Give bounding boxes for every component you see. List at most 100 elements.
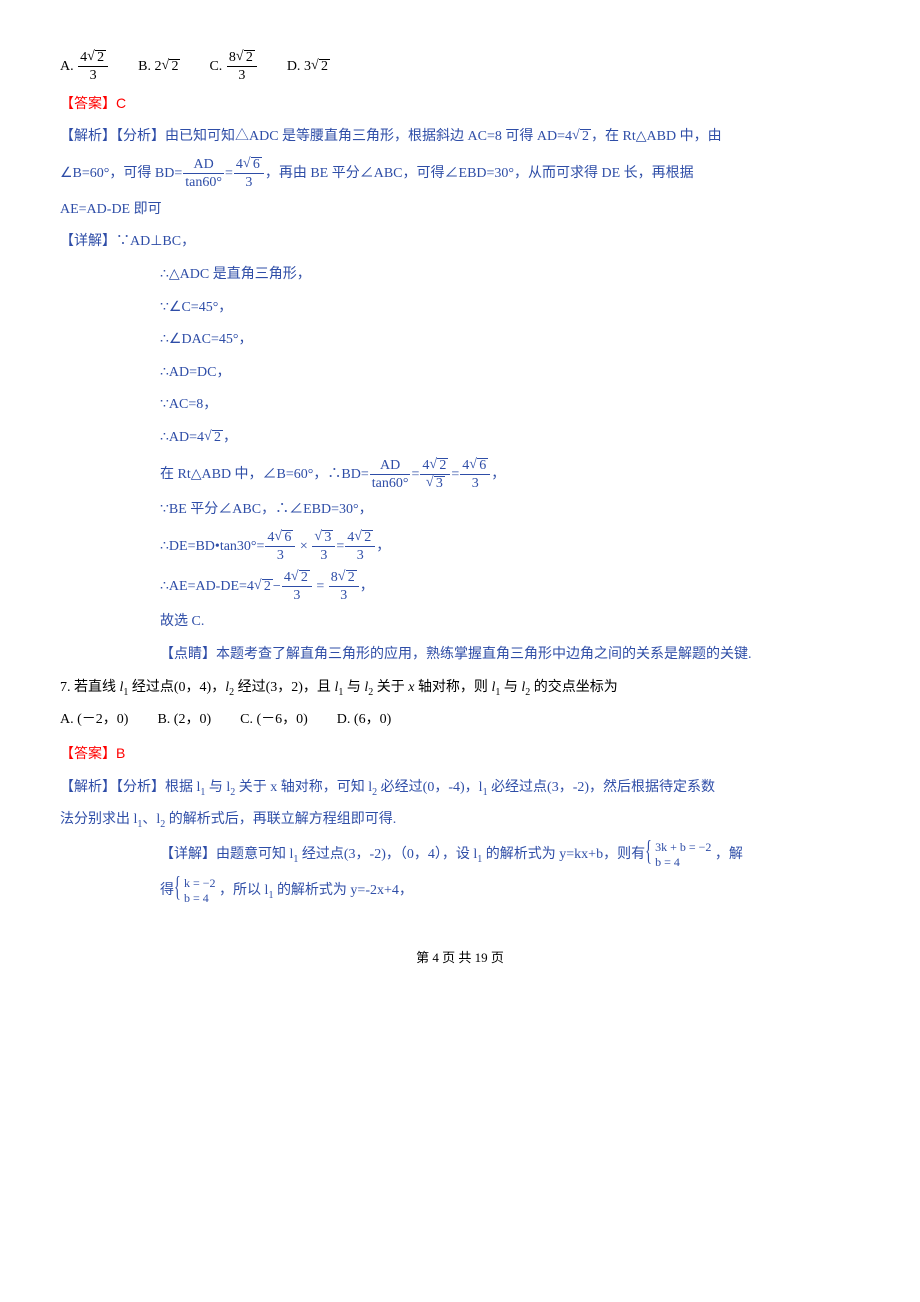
text: 在 Rt△ABD 中，∠B=60°，∴BD= [160,467,369,482]
q7-answer: 【答案】B [60,740,860,769]
text: = [411,467,419,482]
opt-d-value: 32 [304,59,330,74]
q7-stem: 7. 若直线 l1 经过点(0，4)，l2 经过(3，2)，且 l1 与 l2 … [60,675,860,702]
q6-answer: 【答案】C [60,90,860,119]
text: tan60° [370,475,411,491]
text: 2 [319,59,330,74]
answer-label: 【答案】 [60,97,116,112]
text: 6 [477,458,488,473]
text: 故选 C. [160,614,204,629]
text: ∵AC=8， [160,397,217,412]
text: 2 [154,59,161,74]
q6-detail-l3: ∵∠C=45°， [60,295,860,322]
text: 关于 x 轴对称，可知 l [235,780,372,795]
text: 2 [244,50,255,65]
text: 与 [500,680,521,695]
text: 8 [331,570,338,585]
text: 3 [282,587,312,603]
text: ，解 [715,847,743,862]
text: 6 [282,530,293,545]
text: 3 [345,547,375,563]
text: 3 [460,475,490,491]
opt-b-value: 22 [154,59,180,74]
text: ∴DE=BD•tan30°= [160,539,264,554]
text: ， [376,539,390,554]
text: 关于 [373,680,408,695]
text: 与 l [205,780,230,795]
text: 3 [78,67,108,83]
text: 必经过点(3，-2)，然后根据待定系数 [488,780,716,795]
text: 经过(3，2)，且 [234,680,334,695]
answer-value: C [116,95,126,111]
opt-a-label: A. [60,712,74,727]
text: ∵∠C=45°， [160,300,232,315]
text: ∵AD⊥BC， [116,234,195,249]
text: 3 [234,174,264,190]
q6-detail-l7: ∴AD=42， [60,425,860,452]
q6-point: 【点睛】本题考查了解直角三角形的应用，熟练掌握直角三角形中边角之间的关系是解题的… [60,642,860,669]
text: 得 [160,883,174,898]
text: = [316,579,324,594]
text: = [336,539,344,554]
text: 4 [422,458,429,473]
text: 必经过(0，-4)，l [377,780,482,795]
q6-detail-l1: 【详解】∵AD⊥BC， [60,229,860,256]
text: ∠B=60°，可得 BD= [60,166,182,181]
text: 2 [346,570,357,585]
text: AD [183,157,224,174]
text: 2 [299,570,310,585]
q7-analysis-l1: 【解析】【分析】根据 l1 与 l2 关于 x 轴对称，可知 l2 必经过(0，… [60,775,860,802]
text: ∴AE=AD-DE=4 [160,579,254,594]
text: ∴∠DAC=45°， [160,332,253,347]
text: 的解析式为 y=kx+b，则有 [482,847,645,862]
opt-c-label: C. [209,59,222,74]
q6-analysis-l1: 【解析】【分析】由已知可知△ADC 是等腰直角三角形，根据斜边 AC=8 可得 … [60,124,860,151]
text: b = 4 [655,855,711,870]
text: 经过点(3，-2)，（0，4），设 l [298,847,477,862]
q6-analysis-l3: AE=AD-DE 即可 [60,197,860,224]
text: 4 [267,530,274,545]
opt-d-value: (6，0) [354,712,391,727]
q6-detail-l2: ∴△ADC 是直角三角形， [60,262,860,289]
q6-options: A. 42 3 B. 22 C. 82 3 D. 32 [60,50,860,84]
opt-a-label: A. [60,59,74,74]
text: 2 [212,430,223,445]
text: 3 [304,59,311,74]
text: 【详解】 [60,234,116,249]
answer-value: B [116,745,125,761]
q6-analysis-l2: ∠B=60°，可得 BD=ADtan60°=463，再由 BE 平分∠ABC，可… [60,157,860,191]
text: 3k + b = −2 [655,840,711,855]
answer-label: 【答案】 [60,747,116,762]
text: × [300,539,308,554]
text: 由题意可知 l [216,847,293,862]
text: ，再由 BE 平分∠ABC，可得∠EBD=30°，从而可求得 DE 长，再根据 [265,166,694,181]
text: ∴AD=DC， [160,365,230,380]
text: ， [360,579,374,594]
text: 【点睛】 [160,647,216,662]
text: 的解析式为 y=-2x+4， [273,883,412,898]
q6-detail-l9: ∵BE 平分∠ABC，∴∠EBD=30°， [60,497,860,524]
q6-detail-l8: 在 Rt△ABD 中，∠B=60°，∴BD=ADtan60°=423=463， [60,458,860,492]
opt-d-label: D. [337,712,351,727]
text: 经过点(0，4)， [128,680,225,695]
text: 本题考查了解直角三角形的应用，熟练掌握直角三角形中边角之间的关系是解题的关键. [216,647,752,662]
page-total: 19 [475,950,488,965]
text: − [273,579,281,594]
q6-detail-l11: ∴AE=AD-DE=42−423 = 823， [60,570,860,604]
q6-detail-l5: ∴AD=DC， [60,360,860,387]
text: 2 [580,129,591,144]
text: AE=AD-DE 即可 [60,202,162,217]
q7-analysis-l2: 法分别求出 l1、l2 的解析式后，再联立解方程组即可得. [60,807,860,834]
text: 轴对称，则 [414,680,491,695]
text: 【解析】【分析】 [60,129,165,144]
text: 页 共 [439,950,475,965]
text: 4 [347,530,354,545]
text: 的解析式后，再联立解方程组即可得. [165,812,396,827]
text: ， [491,467,505,482]
text: ，在 Rt△ABD 中，由 [591,129,722,144]
opt-a-value: 42 3 [78,50,108,84]
text: 2 [262,579,273,594]
text: ， [223,430,237,445]
text: 2 [95,50,106,65]
q6-detail-l12: 故选 C. [60,609,860,636]
